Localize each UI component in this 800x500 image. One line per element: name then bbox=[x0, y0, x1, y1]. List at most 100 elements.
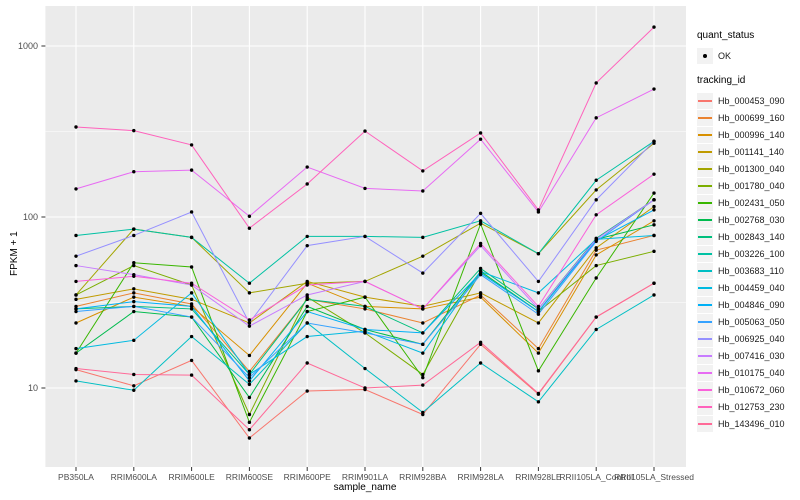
data-point[interactable] bbox=[305, 165, 309, 169]
legend-item-Hb_007416_030[interactable]: Hb_007416_030 bbox=[697, 347, 797, 364]
data-point[interactable] bbox=[132, 304, 136, 309]
data-point[interactable] bbox=[478, 272, 483, 277]
legend-item-Hb_000699_160[interactable]: Hb_000699_160 bbox=[697, 109, 797, 126]
data-point[interactable] bbox=[652, 223, 656, 227]
data-point[interactable] bbox=[247, 318, 252, 322]
data-point[interactable] bbox=[652, 281, 656, 285]
data-point[interactable] bbox=[189, 315, 194, 319]
data-point[interactable] bbox=[74, 263, 78, 268]
data-point[interactable] bbox=[189, 143, 194, 147]
data-point[interactable] bbox=[536, 309, 541, 314]
data-point[interactable] bbox=[594, 116, 598, 120]
data-point[interactable] bbox=[247, 353, 252, 358]
data-point[interactable] bbox=[536, 391, 541, 396]
data-point[interactable] bbox=[247, 369, 252, 374]
legend-item-Hb_143496_010[interactable]: Hb_143496_010 bbox=[697, 415, 797, 432]
data-point[interactable] bbox=[652, 204, 656, 209]
data-point[interactable] bbox=[478, 340, 483, 345]
legend-item-Hb_003226_100[interactable]: Hb_003226_100 bbox=[697, 245, 797, 262]
data-point[interactable] bbox=[652, 191, 656, 195]
legend-item-Hb_003683_110[interactable]: Hb_003683_110 bbox=[697, 262, 797, 279]
data-point[interactable] bbox=[247, 291, 252, 295]
data-point[interactable] bbox=[421, 351, 425, 355]
data-point[interactable] bbox=[421, 169, 425, 173]
data-point[interactable] bbox=[363, 331, 367, 335]
data-point[interactable] bbox=[189, 235, 194, 240]
data-point[interactable] bbox=[189, 291, 194, 295]
data-point[interactable] bbox=[421, 271, 425, 275]
data-point[interactable] bbox=[594, 188, 598, 192]
data-point[interactable] bbox=[363, 234, 367, 239]
data-point[interactable] bbox=[305, 304, 309, 309]
data-point[interactable] bbox=[478, 211, 483, 216]
data-point[interactable] bbox=[132, 299, 136, 304]
data-point[interactable] bbox=[247, 281, 252, 285]
data-point[interactable] bbox=[132, 372, 136, 377]
data-point[interactable] bbox=[132, 309, 136, 314]
data-point[interactable] bbox=[652, 233, 656, 238]
data-point[interactable] bbox=[363, 327, 367, 332]
data-point[interactable] bbox=[132, 388, 136, 392]
data-point[interactable] bbox=[363, 295, 367, 299]
data-point[interactable] bbox=[363, 129, 367, 133]
legend-item-Hb_000453_090[interactable]: Hb_000453_090 bbox=[697, 92, 797, 109]
data-point[interactable] bbox=[132, 170, 136, 174]
legend-item-Hb_005063_050[interactable]: Hb_005063_050 bbox=[697, 313, 797, 330]
legend-item-Hb_001780_040[interactable]: Hb_001780_040 bbox=[697, 177, 797, 194]
data-point[interactable] bbox=[305, 283, 309, 287]
data-point[interactable] bbox=[652, 172, 656, 176]
data-point[interactable] bbox=[652, 198, 656, 202]
data-point[interactable] bbox=[305, 293, 309, 297]
data-point[interactable] bbox=[478, 241, 483, 246]
data-point[interactable] bbox=[132, 274, 136, 279]
data-point[interactable] bbox=[132, 128, 136, 133]
data-point[interactable] bbox=[305, 361, 309, 365]
data-point[interactable] bbox=[74, 279, 78, 284]
data-point[interactable] bbox=[536, 351, 541, 355]
data-point[interactable] bbox=[536, 346, 541, 351]
data-point[interactable] bbox=[478, 137, 483, 141]
data-point[interactable] bbox=[478, 266, 483, 271]
data-point[interactable] bbox=[189, 373, 194, 377]
data-point[interactable] bbox=[594, 198, 598, 202]
data-point[interactable] bbox=[305, 182, 309, 186]
data-point[interactable] bbox=[247, 436, 252, 440]
data-point[interactable] bbox=[247, 412, 252, 417]
legend-item-ok[interactable]: OK bbox=[697, 47, 797, 64]
data-point[interactable] bbox=[478, 361, 483, 365]
data-point[interactable] bbox=[247, 395, 252, 400]
data-point[interactable] bbox=[652, 249, 656, 254]
data-point[interactable] bbox=[421, 254, 425, 258]
data-point[interactable] bbox=[305, 309, 309, 314]
legend-item-Hb_010175_040[interactable]: Hb_010175_040 bbox=[697, 364, 797, 381]
data-point[interactable] bbox=[132, 287, 136, 291]
data-point[interactable] bbox=[74, 379, 78, 383]
data-point[interactable] bbox=[305, 321, 309, 325]
data-point[interactable] bbox=[74, 125, 78, 129]
data-point[interactable] bbox=[132, 291, 136, 295]
data-point[interactable] bbox=[421, 383, 425, 387]
legend-item-Hb_002768_030[interactable]: Hb_002768_030 bbox=[697, 211, 797, 228]
data-point[interactable] bbox=[189, 302, 194, 306]
data-point[interactable] bbox=[421, 410, 425, 415]
data-point[interactable] bbox=[478, 295, 483, 299]
data-point[interactable] bbox=[421, 304, 425, 309]
data-point[interactable] bbox=[363, 307, 367, 311]
data-point[interactable] bbox=[74, 254, 78, 258]
data-point[interactable] bbox=[74, 293, 78, 297]
data-point[interactable] bbox=[421, 375, 425, 380]
data-point[interactable] bbox=[189, 307, 194, 311]
data-point[interactable] bbox=[421, 307, 425, 311]
legend-item-Hb_004846_090[interactable]: Hb_004846_090 bbox=[697, 296, 797, 313]
data-point[interactable] bbox=[421, 372, 425, 377]
data-point[interactable] bbox=[421, 321, 425, 325]
data-point[interactable] bbox=[594, 237, 598, 242]
legend-item-Hb_002431_050[interactable]: Hb_002431_050 bbox=[697, 194, 797, 211]
data-point[interactable] bbox=[189, 210, 194, 214]
data-point[interactable] bbox=[305, 234, 309, 239]
data-point[interactable] bbox=[536, 307, 541, 311]
data-point[interactable] bbox=[363, 366, 367, 371]
data-point[interactable] bbox=[74, 297, 78, 302]
data-point[interactable] bbox=[421, 235, 425, 240]
data-point[interactable] bbox=[305, 389, 309, 393]
